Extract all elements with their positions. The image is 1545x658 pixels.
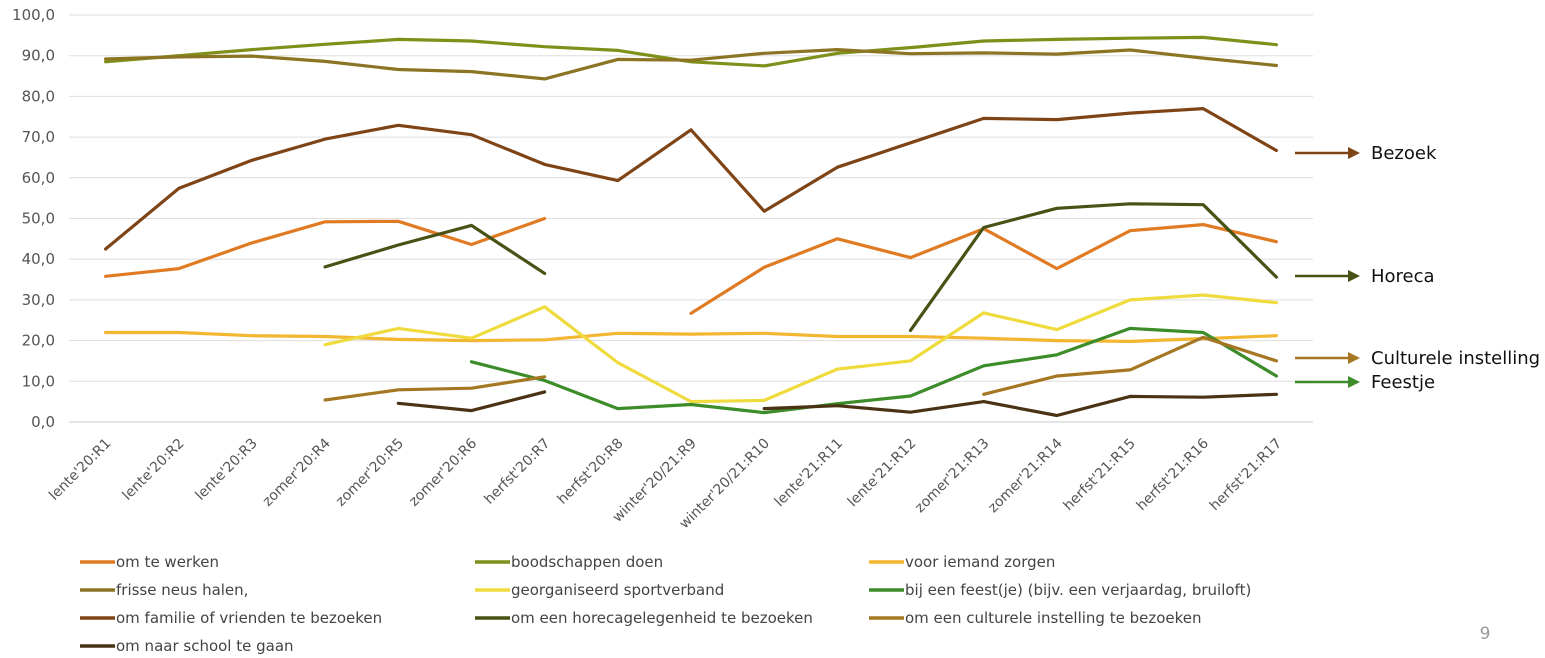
series-line xyxy=(396,390,1279,418)
y-axis: 0,0 10,0 20,0 30,0 40,0 50,0 60,0 70,0 80,0 90,0 1… xyxy=(12,6,55,431)
x-tick-label: lente'20:R3 xyxy=(193,436,261,504)
page-number: 9 xyxy=(1480,624,1491,644)
annotation-label: Culturele instelling xyxy=(1371,348,1540,369)
x-tick-label: lente'21:R11 xyxy=(772,436,847,511)
grid-layer xyxy=(69,14,1313,423)
x-tick-label: lente'20:R1 xyxy=(46,436,114,504)
series-segment xyxy=(982,335,1279,396)
series-line xyxy=(103,216,1279,315)
y-tick-label: 100,0 xyxy=(12,6,55,24)
arrow-head-icon xyxy=(1348,352,1360,364)
series-segment xyxy=(908,202,1279,332)
legend: om te werken boodschappen doen voor iemand… xyxy=(80,553,1251,655)
legend-label: georganiseerd sportverband xyxy=(511,581,724,599)
x-tick-label: herfst'20:R7 xyxy=(481,436,553,508)
series-segment xyxy=(396,390,547,413)
y-tick-label: 40,0 xyxy=(22,250,55,268)
series-line xyxy=(103,330,1279,343)
series-segment xyxy=(103,216,547,278)
y-tick-label: 90,0 xyxy=(22,47,55,65)
series-segment xyxy=(762,392,1279,418)
x-tick-label: herfst'21:R16 xyxy=(1134,435,1212,513)
series-line xyxy=(469,326,1279,415)
series-line xyxy=(323,293,1279,404)
series-line xyxy=(103,106,1279,251)
legend-label: boodschappen doen xyxy=(511,553,663,571)
legend-label: om een culturele instelling te bezoeken xyxy=(905,609,1202,627)
series-segment xyxy=(103,106,1279,251)
x-tick-label: lente'21:R12 xyxy=(845,436,920,511)
legend-label: om een horecagelegenheid te bezoeken xyxy=(511,609,813,627)
y-tick-label: 60,0 xyxy=(22,169,55,187)
series-line xyxy=(323,202,1279,332)
x-tick-label: zomer'21:R13 xyxy=(912,436,992,516)
x-tick-label: zomer'20:R5 xyxy=(333,436,407,510)
series-line xyxy=(323,335,1279,402)
legend-label: om naar school te gaan xyxy=(116,637,294,655)
y-tick-label: 10,0 xyxy=(22,372,55,390)
y-tick-label: 0,0 xyxy=(31,413,55,431)
series-segment xyxy=(103,35,1279,68)
legend-label: om te werken xyxy=(116,553,219,571)
y-tick-label: 50,0 xyxy=(22,210,55,228)
series-segment xyxy=(103,47,1279,81)
series-segment xyxy=(469,326,1279,415)
annotation-label: Bezoek xyxy=(1371,143,1437,164)
x-axis: lente'20:R1 lente'20:R2 lente'20:R3zomer'2… xyxy=(46,435,1285,532)
y-tick-label: 30,0 xyxy=(22,291,55,309)
arrow-head-icon xyxy=(1348,376,1360,388)
y-tick-label: 80,0 xyxy=(22,87,55,105)
series-segment xyxy=(323,223,547,275)
legend-label: bij een feest(je) (bijv. een verjaardag,… xyxy=(905,581,1251,599)
series-segment xyxy=(323,293,1279,404)
x-tick-label: zomer'20:R6 xyxy=(406,435,480,509)
series-line xyxy=(103,47,1279,81)
x-tick-label: zomer'21:R14 xyxy=(985,435,1066,516)
x-tick-label: herfst'21:R17 xyxy=(1207,436,1285,514)
x-tick-label: herfst'21:R15 xyxy=(1060,436,1138,514)
legend-label: om familie of vrienden te bezoeken xyxy=(116,609,382,627)
annotation-label: Feestje xyxy=(1371,372,1435,393)
arrow-head-icon xyxy=(1348,147,1360,159)
arrow-head-icon xyxy=(1348,270,1360,282)
legend-label: frisse neus halen, xyxy=(116,581,248,599)
series-segment xyxy=(103,330,1279,343)
annotations: Bezoek Horeca Culturele instelling Feestje xyxy=(1295,143,1540,393)
annotation-label: Horeca xyxy=(1371,266,1435,287)
series-layer xyxy=(103,35,1279,418)
series-line xyxy=(103,35,1279,68)
y-tick-label: 20,0 xyxy=(22,332,55,350)
x-tick-label: herfst'20:R8 xyxy=(555,436,627,508)
x-tick-label: lente'20:R2 xyxy=(119,436,187,504)
x-tick-label: zomer'20:R4 xyxy=(260,435,334,509)
legend-label: voor iemand zorgen xyxy=(905,553,1055,571)
series-segment xyxy=(323,375,547,402)
y-tick-label: 70,0 xyxy=(22,128,55,146)
